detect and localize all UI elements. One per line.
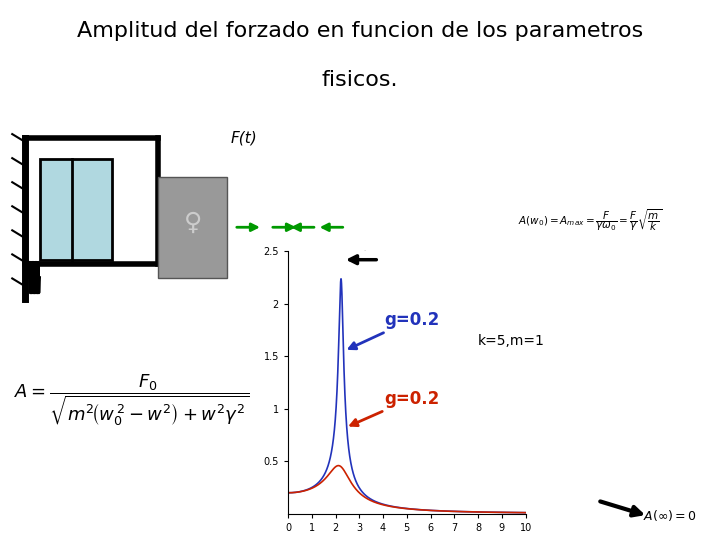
Text: $A(w_0) = A_{max} = \dfrac{F}{\gamma\omega_0} = \dfrac{F}{\gamma}\sqrt{\dfrac{m}: $A(w_0) = A_{max} = \dfrac{F}{\gamma\ome… bbox=[518, 207, 662, 234]
Text: g=0.2: g=0.2 bbox=[349, 311, 439, 349]
Text: g=0.2: g=0.2 bbox=[351, 389, 439, 426]
Text: Amplitud del forzado en funcion de los parametros: Amplitud del forzado en funcion de los p… bbox=[77, 21, 643, 41]
Text: k=5,m=1: k=5,m=1 bbox=[478, 334, 545, 348]
FancyBboxPatch shape bbox=[40, 159, 112, 260]
Text: $A = \dfrac{F_0}{\sqrt{m^2\!\left(w_0^{\,2} - w^2\right) + w^2\gamma^2}}$: $A = \dfrac{F_0}{\sqrt{m^2\!\left(w_0^{\… bbox=[14, 372, 250, 428]
Text: fisicos.: fisicos. bbox=[322, 70, 398, 90]
Text: ♀: ♀ bbox=[184, 211, 202, 235]
Text: $A(\infty) = 0$: $A(\infty) = 0$ bbox=[643, 509, 696, 523]
Text: F(t): F(t) bbox=[230, 130, 257, 145]
FancyBboxPatch shape bbox=[158, 177, 227, 278]
